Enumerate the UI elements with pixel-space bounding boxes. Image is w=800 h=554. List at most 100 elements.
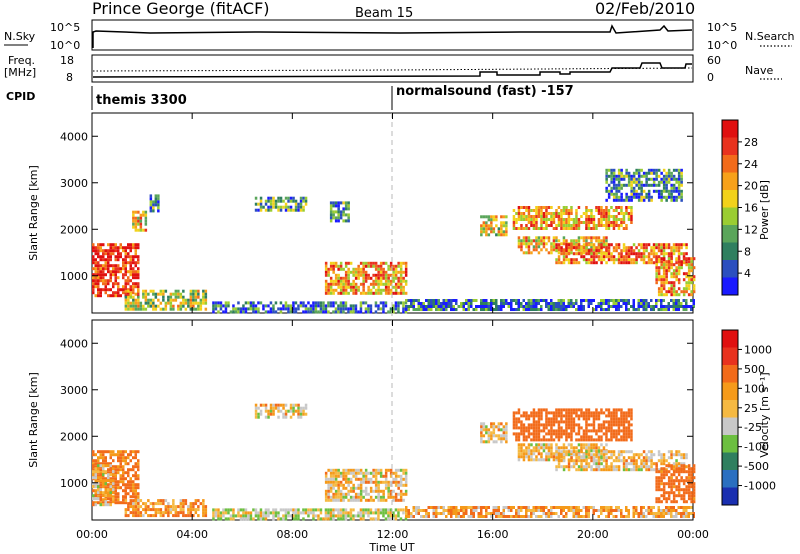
velocity-echo-cell: [102, 462, 105, 466]
velocity-echo-cell: [522, 414, 526, 418]
power-echo-cell: [602, 218, 606, 221]
velocity-echo-cell: [565, 429, 568, 433]
power-echo-cell: [127, 301, 130, 305]
velocity-echo-cell: [612, 453, 616, 457]
power-echo-cell: [597, 212, 601, 215]
velocity-echo-cell: [287, 514, 290, 518]
power-echo-cell: [652, 171, 656, 175]
velocity-echo-cell: [585, 432, 588, 436]
power-echo-cell: [299, 304, 303, 308]
velocity-echo-cell: [677, 479, 681, 483]
velocity-echo-cell: [184, 502, 188, 506]
power-echo-cell: [580, 305, 583, 308]
power-echo-cell: [294, 307, 298, 311]
velocity-echo-cell: [577, 443, 581, 447]
power-echo-cell: [625, 308, 628, 311]
velocity-echo-cell: [487, 437, 491, 441]
power-echo-cell: [134, 252, 137, 256]
power-echo-cell: [677, 255, 681, 259]
velocity-echo-cell: [512, 426, 516, 430]
power-echo-cell: [132, 285, 135, 289]
power-echo-cell: [672, 305, 675, 308]
power-echo-cell: [124, 255, 127, 259]
velocity-echo-cell: [397, 474, 400, 478]
power-echo-cell: [339, 310, 343, 314]
power-echo-cell: [144, 301, 148, 305]
velocity-echo-cell: [134, 462, 137, 466]
velocity-echo-cell: [602, 465, 606, 469]
velocity-echo-cell: [565, 411, 568, 415]
power-echo-cell: [620, 195, 623, 199]
power-echo-cell: [617, 189, 621, 193]
velocity-echo-cell: [132, 502, 135, 506]
power-echo-cell: [329, 291, 333, 295]
power-echo-cell: [525, 251, 528, 255]
power-echo-cell: [672, 263, 676, 267]
velocity-echo-cell: [455, 506, 458, 509]
power-echo-cell: [162, 307, 165, 311]
velocity-echo-cell: [440, 512, 443, 515]
power-echo-cell: [134, 307, 138, 311]
velocity-echo-cell: [114, 471, 117, 475]
velocity-echo-cell: [562, 443, 566, 447]
velocity-echo-cell: [452, 509, 455, 512]
power-echo-cell: [357, 288, 360, 292]
power-echo-cell: [647, 261, 651, 265]
velocity-echo-cell: [112, 479, 115, 483]
velocity-echo-cell: [122, 468, 125, 472]
velocity-echo-cell: [492, 434, 496, 438]
velocity-echo-cell: [617, 426, 621, 430]
velocity-echo-cell: [682, 500, 686, 504]
power-echo-cell: [665, 290, 668, 294]
power-echo-cell: [347, 201, 350, 205]
power-echo-cell: [620, 206, 623, 209]
velocity-echo-cell: [197, 514, 200, 518]
power-echo-cell: [327, 285, 330, 289]
power-echo-cell: [672, 243, 676, 247]
velocity-echo-cell: [630, 417, 633, 421]
velocity-echo-cell: [535, 432, 538, 436]
power-echo-cell: [134, 285, 137, 289]
velocity-echo-cell: [675, 464, 678, 468]
velocity-echo-cell: [462, 515, 465, 518]
power-echo-cell: [102, 288, 105, 292]
velocity-echo-cell: [107, 503, 110, 507]
power-echo-cell: [622, 198, 626, 202]
power-echo-cell: [677, 287, 681, 291]
velocity-echo-cell: [374, 517, 378, 521]
power-echo-cell: [647, 198, 651, 202]
power-y-tick-label: 3000: [60, 177, 88, 190]
velocity-echo-cell: [337, 480, 340, 484]
velocity-echo-cell: [119, 462, 122, 466]
power-echo-cell: [154, 200, 158, 204]
power-echo-cell: [597, 236, 601, 240]
velocity-echo-cell: [397, 498, 400, 502]
power-echo-cell: [114, 258, 117, 262]
power-echo-cell: [637, 177, 641, 181]
power-echo-cell: [677, 183, 681, 187]
power-echo-cell: [670, 171, 673, 175]
velocity-echo-cell: [274, 403, 278, 407]
velocity-echo-cell: [587, 423, 591, 427]
power-echo-cell: [567, 243, 571, 247]
power-echo-cell: [334, 264, 338, 268]
power-echo-cell: [640, 180, 643, 184]
power-echo-cell: [344, 201, 348, 205]
power-echo-cell: [302, 304, 305, 308]
power-echo-cell: [607, 209, 611, 212]
power-echo-cell: [374, 273, 378, 277]
velocity-echo-cell: [369, 489, 373, 493]
velocity-echo-cell: [615, 515, 618, 518]
power-echo-cell: [662, 275, 666, 279]
power-echo-cell: [485, 221, 488, 225]
power-echo-cell: [112, 282, 115, 286]
power-echo-cell: [94, 252, 97, 256]
power-echo-cell: [377, 307, 380, 311]
power-echo-cell: [162, 298, 165, 302]
velocity-echo-cell: [299, 511, 303, 515]
power-echo-cell: [535, 305, 538, 308]
velocity-echo-cell: [660, 509, 663, 512]
power-echo-cell: [607, 195, 611, 199]
power-echo-cell: [114, 246, 117, 250]
velocity-echo-cell: [99, 488, 102, 492]
